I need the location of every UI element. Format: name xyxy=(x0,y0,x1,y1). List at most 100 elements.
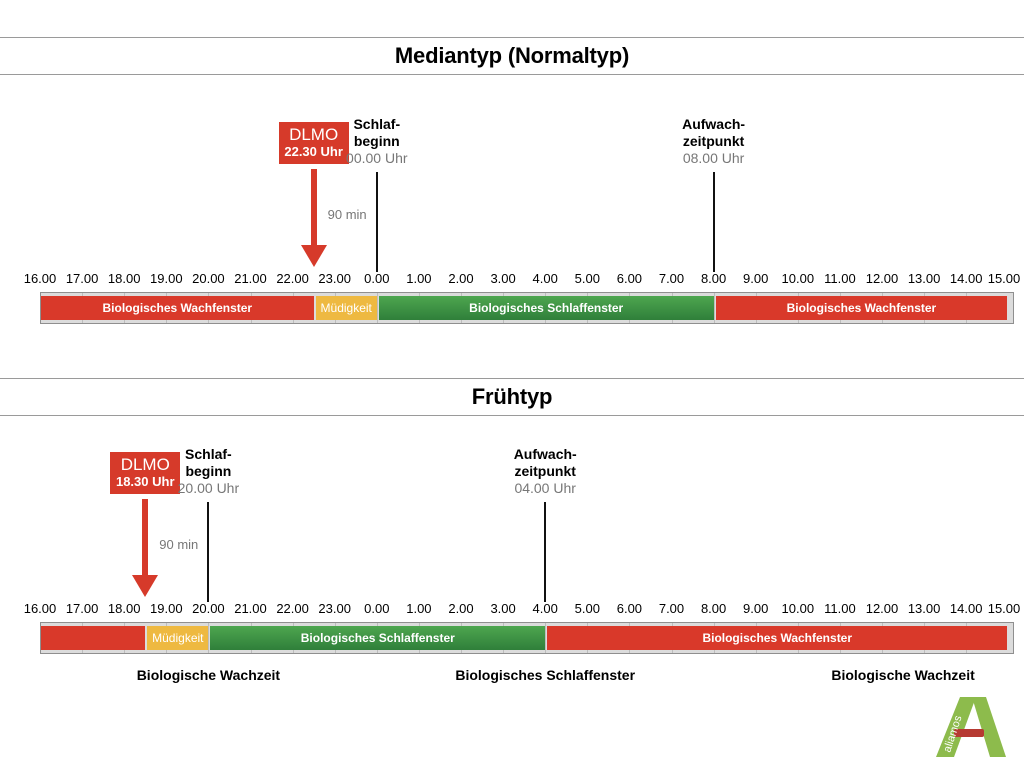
axis-tick: 20.00 xyxy=(192,271,225,286)
early-title: Frühtyp xyxy=(471,384,553,409)
divider xyxy=(0,415,1024,416)
axis-tick: 2.00 xyxy=(448,271,474,286)
wake-up-title-line1: Aufwach- xyxy=(513,446,577,462)
letter-a-logo-icon: aliamos xyxy=(936,697,1006,757)
sleep-onset-line xyxy=(375,172,378,272)
axis-tick: 7.00 xyxy=(658,601,685,616)
sleep-onset-title-line2: beginn xyxy=(353,133,400,149)
axis-tick: 14.00 xyxy=(949,271,983,286)
axis-tick: 3.00 xyxy=(490,271,516,286)
sleep-onset-time: 20.00 Uhr xyxy=(177,480,240,496)
wake-up-line xyxy=(544,502,547,602)
aliamos-logo: aliamos xyxy=(928,695,1008,764)
axis-tick: 6.00 xyxy=(616,601,643,616)
axis-tick: 12.00 xyxy=(865,601,899,616)
divider xyxy=(0,378,1024,379)
axis-tick: 11.00 xyxy=(824,601,856,616)
sleep-onset-title-line2: beginn xyxy=(185,463,232,479)
tired-segment: Müdigkeit xyxy=(147,626,209,650)
wake-up-title-line1: Aufwach- xyxy=(682,116,746,132)
sleep-onset-time: 00.00 Uhr xyxy=(346,150,408,166)
axis-tick: 8.00 xyxy=(700,271,727,286)
sleep-segment: Biologisches Schlaffenster xyxy=(378,296,714,320)
wake-up-marker-label: Aufwach-zeitpunkt 04.00 Uhr xyxy=(485,446,605,497)
axis-tick: 15.00 xyxy=(987,271,1021,286)
wake-segment xyxy=(41,626,146,650)
axis-tick: 7.00 xyxy=(658,271,685,286)
axis-tick: 4.00 xyxy=(532,601,558,616)
axis-tick: 5.00 xyxy=(574,271,600,286)
axis-tick: 15.00 xyxy=(987,601,1021,616)
axis-tick: 6.00 xyxy=(616,271,643,286)
divider-top xyxy=(0,37,1024,38)
sleep-onset-marker-label: Schlaf-beginn 00.00 Uhr xyxy=(317,116,437,167)
axis-tick: 17.00 xyxy=(65,601,99,616)
phase-caption: Biologisches Schlaffenster xyxy=(455,667,636,683)
tired-segment: Müdigkeit xyxy=(315,296,377,320)
down-arrow-icon xyxy=(132,499,159,597)
dlmo-label: DLMO xyxy=(289,125,339,144)
axis-tick: 21.00 xyxy=(234,601,267,616)
wake-up-line xyxy=(712,172,715,272)
phase-caption: Biologische Wachzeit xyxy=(831,667,975,683)
axis-tick: 11.00 xyxy=(824,271,856,286)
dlmo-label: DLMO xyxy=(120,455,170,474)
wake-up-time: 08.00 Uhr xyxy=(682,150,745,166)
time-axis: 16.00 17.00 18.00 19.00 20.00 21.00 22.00 23.00… xyxy=(0,601,1024,617)
hour-gridline xyxy=(713,293,715,323)
wake-up-time: 04.00 Uhr xyxy=(514,480,576,496)
divider xyxy=(0,74,1024,75)
axis-tick: 4.00 xyxy=(532,271,558,286)
sleep-onset-line xyxy=(207,502,210,602)
axis-tick: 5.00 xyxy=(574,601,600,616)
sleep-segment: Biologisches Schlaffenster xyxy=(210,626,546,650)
gap-label: 90 min xyxy=(327,207,367,222)
time-axis: 16.00 17.00 18.00 19.00 20.00 21.00 22.00 23.00… xyxy=(0,271,1024,287)
axis-tick: 8.00 xyxy=(700,601,727,616)
sleep-onset-title-line1: Schlaf- xyxy=(185,446,232,462)
axis-tick: 22.00 xyxy=(276,601,309,616)
axis-tick: 17.00 xyxy=(65,271,99,286)
sleep-onset-marker-label: Schlaf-beginn 20.00 Uhr xyxy=(148,446,268,497)
axis-tick: 0.00 xyxy=(364,601,390,616)
axis-tick: 10.00 xyxy=(781,271,815,286)
timeline-bar: Müdigkeit Biologisches Schlaffenster Biolo… xyxy=(40,622,1014,654)
wake-segment: Biologisches Wachfenster xyxy=(41,296,314,320)
wake-segment: Biologisches Wachfenster xyxy=(715,296,1008,320)
wake-up-title-line2: zeitpunkt xyxy=(514,463,576,479)
axis-tick: 19.00 xyxy=(150,271,183,286)
axis-tick: 12.00 xyxy=(865,271,899,286)
axis-tick: 3.00 xyxy=(490,601,516,616)
phase-caption: Biologische Wachzeit xyxy=(136,667,281,683)
axis-tick: 13.00 xyxy=(907,601,941,616)
wake-segment: Biologisches Wachfenster xyxy=(547,626,1008,650)
axis-tick: 16.00 xyxy=(23,271,57,286)
dlmo-time: 18.30 Uhr xyxy=(115,474,175,489)
dlmo-badge: DLMO 18.30 Uhr xyxy=(110,452,181,494)
axis-tick: 2.00 xyxy=(448,601,474,616)
hour-gridline xyxy=(376,293,378,323)
dlmo-badge: DLMO 22.30 Uhr xyxy=(278,122,349,164)
axis-tick: 21.00 xyxy=(234,271,267,286)
axis-tick: 9.00 xyxy=(743,601,769,616)
axis-tick: 0.00 xyxy=(364,271,390,286)
down-arrow-icon xyxy=(300,169,327,267)
axis-tick: 13.00 xyxy=(907,271,941,286)
axis-tick: 1.00 xyxy=(406,601,432,616)
median-title: Mediantyp (Normaltyp) xyxy=(394,43,630,68)
hour-gridline xyxy=(208,623,210,653)
timeline-bar: Biologisches Wachfenster Müdigkeit Biologi… xyxy=(40,292,1014,324)
wake-up-marker-label: Aufwach-zeitpunkt 08.00 Uhr xyxy=(654,116,774,167)
axis-tick: 19.00 xyxy=(150,601,183,616)
axis-tick: 23.00 xyxy=(318,601,351,616)
axis-tick: 9.00 xyxy=(743,271,769,286)
axis-tick: 14.00 xyxy=(949,601,983,616)
axis-tick: 20.00 xyxy=(192,601,225,616)
gap-label: 90 min xyxy=(159,537,199,552)
axis-tick: 22.00 xyxy=(276,271,309,286)
axis-tick: 18.00 xyxy=(107,271,141,286)
axis-tick: 16.00 xyxy=(23,601,57,616)
wake-up-title-line2: zeitpunkt xyxy=(682,133,745,149)
dlmo-time: 22.30 Uhr xyxy=(284,144,343,159)
axis-tick: 1.00 xyxy=(406,271,432,286)
